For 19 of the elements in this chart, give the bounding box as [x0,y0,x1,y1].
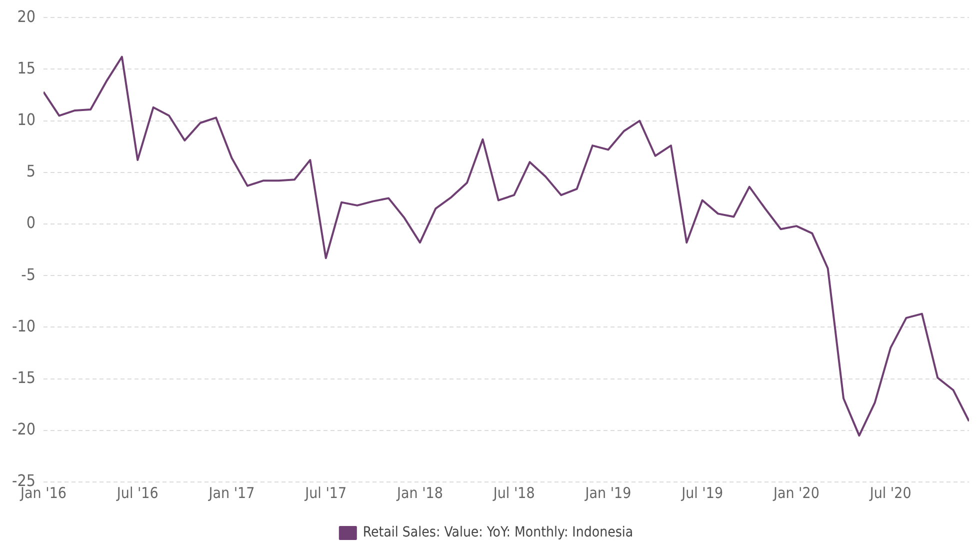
y-tick-label: 15 [17,58,36,78]
x-tick-label: Jul '20 [868,484,912,502]
legend-label: Retail Sales: Value: YoY: Monthly: Indonesia [362,524,634,541]
y-tick-label: 5 [26,162,36,181]
x-tick-label: Jan '20 [772,484,820,502]
y-tick-label: -10 [12,316,36,336]
x-tick-label: Jan '18 [396,484,443,502]
y-tick-label: 20 [17,6,36,26]
y-tick-label: -15 [12,368,36,387]
y-tick-label: 10 [17,110,36,129]
x-tick-label: Jul '16 [116,484,158,502]
x-tick-label: Jul '19 [680,484,724,502]
y-tick-label: -20 [12,420,36,439]
x-tick-label: Jan '19 [584,484,632,502]
y-tick-label: 0 [26,213,36,232]
x-tick-label: Jul '17 [304,484,347,502]
y-tick-label: -5 [21,264,36,284]
x-tick-label: Jan '17 [208,484,255,502]
x-tick-label: Jul '18 [492,484,535,502]
